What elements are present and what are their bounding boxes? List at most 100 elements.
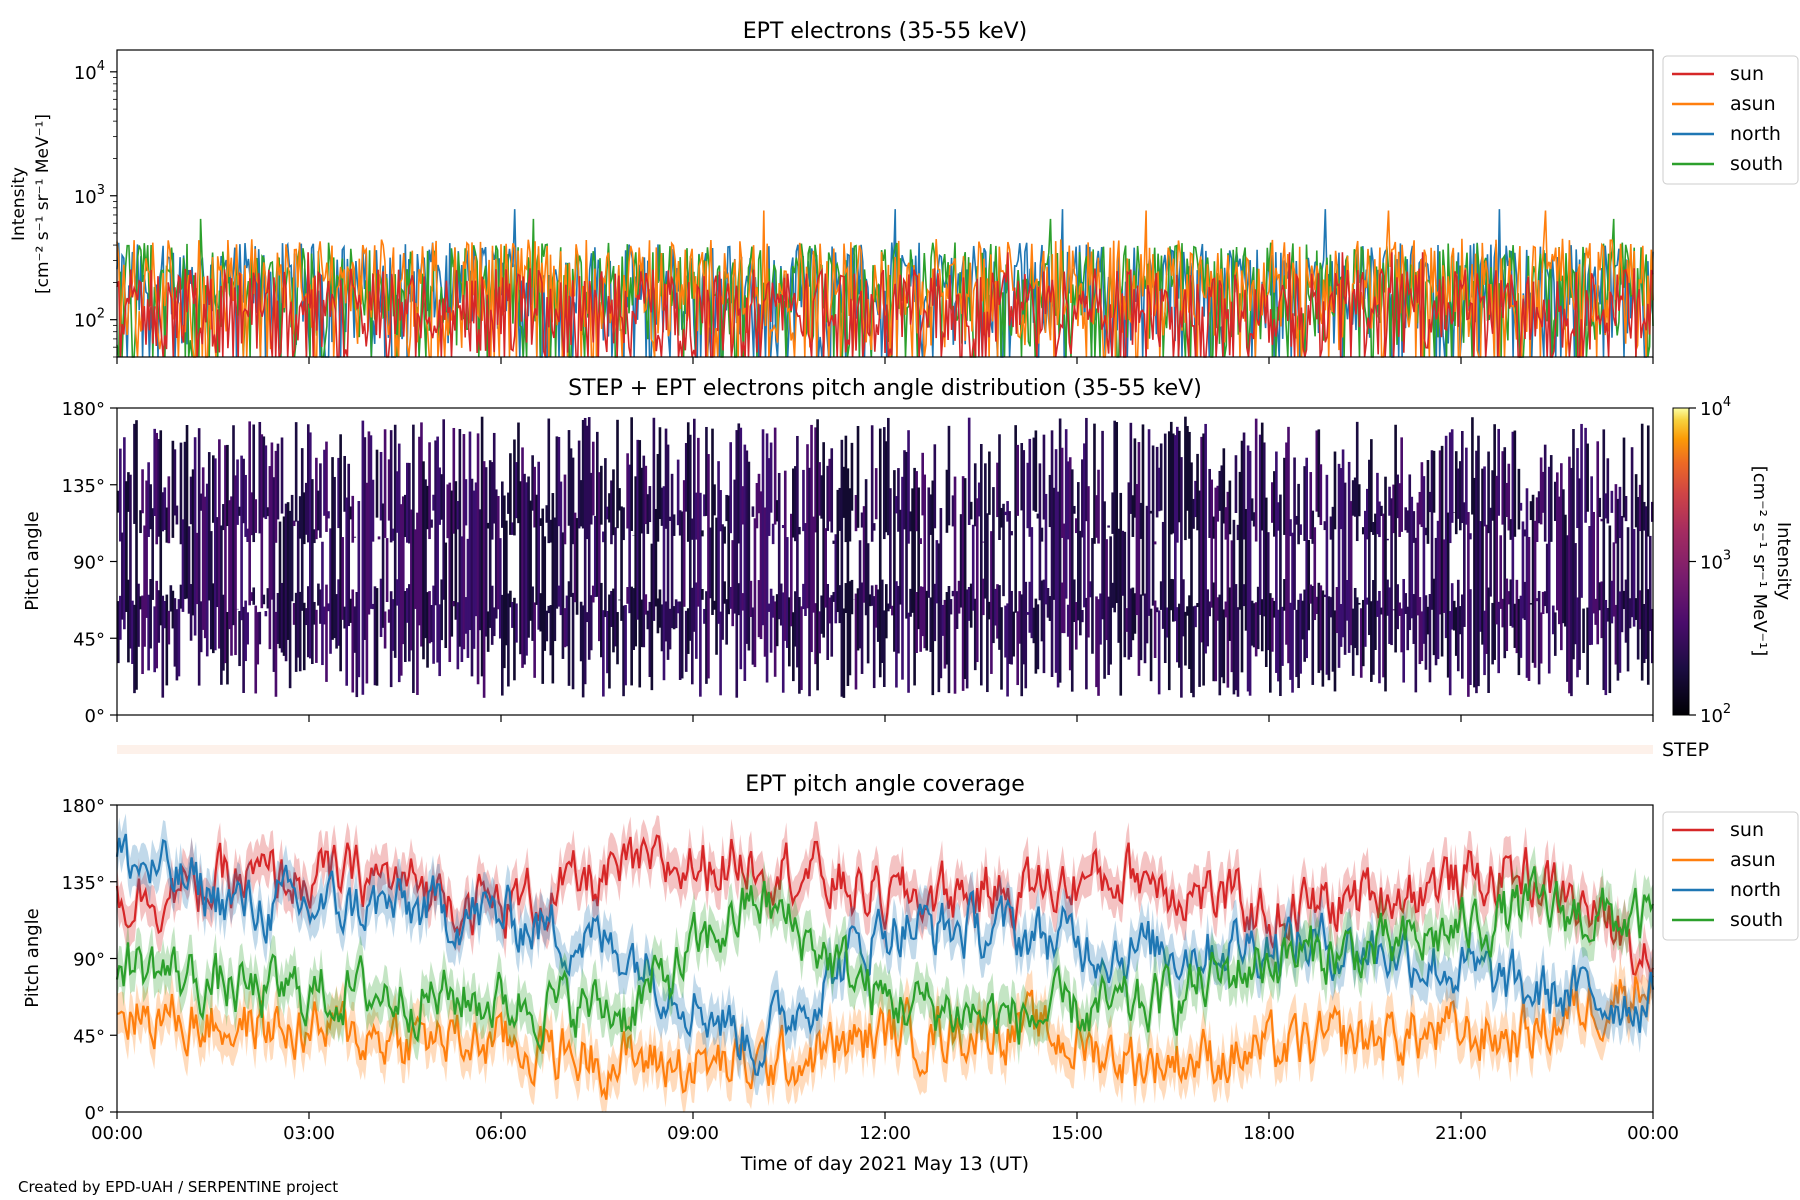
- panel1-ylabel: Intensity: [9, 167, 29, 241]
- heat-cell: [1153, 541, 1157, 545]
- heat-cell: [187, 526, 191, 614]
- panel3-legend: sun asun north south: [1662, 811, 1799, 941]
- x-tick-label: 03:00: [283, 1123, 335, 1144]
- heat-cell: [1509, 519, 1513, 540]
- heat-cell: [959, 514, 963, 608]
- heat-cell: [1315, 430, 1319, 512]
- heat-cell: [226, 444, 229, 527]
- heat-cell: [143, 525, 146, 647]
- heat-cell: [527, 476, 530, 638]
- heat-cell: [895, 581, 898, 688]
- heat-cell: [1424, 595, 1428, 670]
- heat-cell: [1238, 471, 1242, 610]
- heat-cell: [585, 612, 589, 623]
- heat-cell: [763, 507, 767, 657]
- heat-cell: [1465, 447, 1468, 525]
- heat-cell: [149, 579, 152, 649]
- heat-cell: [727, 495, 730, 615]
- heat-cell: [757, 473, 761, 514]
- heat-cell: [1386, 538, 1389, 541]
- heat-cell: [684, 610, 688, 672]
- heat-cell: [1600, 581, 1604, 639]
- heat-cell: [1081, 610, 1084, 623]
- heat-cell: [1392, 609, 1395, 611]
- heat-cell: [395, 579, 399, 606]
- heat-cell: [610, 480, 613, 545]
- heat-cell: [1303, 466, 1306, 541]
- heat-cell: [446, 484, 450, 539]
- heat-cell: [155, 432, 159, 545]
- heat-cell: [1458, 606, 1462, 635]
- heat-cell: [547, 418, 551, 544]
- heat-cell: [937, 543, 941, 693]
- heat-cell: [1564, 514, 1567, 627]
- heat-cell: [1396, 584, 1399, 630]
- heat-cell: [539, 593, 543, 632]
- heat-cell: [1192, 606, 1195, 698]
- heat-cell: [1309, 472, 1313, 540]
- heat-cell: [600, 465, 603, 525]
- heat-cell: [1511, 431, 1515, 628]
- heat-cell: [610, 590, 613, 627]
- heat-cell: [1056, 491, 1060, 688]
- heat-cell: [775, 500, 779, 522]
- heat-cell: [998, 434, 1001, 540]
- heat-cell: [274, 450, 278, 543]
- heat-cell: [751, 607, 755, 665]
- heat-cell: [719, 611, 722, 696]
- heat-cell: [794, 591, 797, 647]
- heat-cell: [1212, 516, 1216, 539]
- heat-cell: [953, 476, 957, 694]
- heat-cell: [149, 484, 152, 530]
- heat-cell: [317, 490, 320, 531]
- series-line-asun: [116, 975, 1654, 1100]
- heat-cell: [145, 480, 148, 618]
- heat-cell: [1434, 537, 1438, 666]
- legend-label-sun: sun: [1730, 819, 1764, 841]
- y-tick-label: 135°: [62, 476, 105, 497]
- heat-cell: [193, 437, 197, 636]
- heat-cell: [1501, 451, 1505, 525]
- heat-cell: [428, 442, 431, 540]
- heat-cell: [1135, 484, 1139, 616]
- heat-cell: [432, 494, 435, 511]
- heat-cell: [270, 442, 274, 600]
- heat-cell: [375, 588, 379, 686]
- heat-cell: [549, 519, 553, 543]
- heat-cell: [897, 585, 900, 654]
- heat-cell: [874, 584, 878, 628]
- heat-cell: [276, 592, 280, 644]
- heat-cell: [403, 494, 407, 538]
- heat-cell: [1487, 451, 1490, 534]
- y-tick-label: 135°: [62, 873, 105, 894]
- heat-cell: [636, 439, 640, 620]
- panel2-title: STEP + EPT electrons pitch angle distrib…: [568, 376, 1202, 401]
- heat-cell: [515, 603, 518, 643]
- heat-cell: [1077, 482, 1080, 621]
- heat-cell: [365, 482, 369, 684]
- heat-cell: [973, 598, 977, 671]
- heat-cell: [1531, 494, 1535, 663]
- heat-cell: [511, 522, 514, 535]
- heat-cell: [391, 599, 395, 651]
- heat-cell: [541, 508, 545, 684]
- heat-cell: [697, 437, 700, 607]
- heat-cell: [1400, 437, 1403, 532]
- heat-cell: [1281, 606, 1284, 666]
- heat-cell: [971, 524, 975, 611]
- heat-cell: [794, 466, 797, 542]
- heat-cell: [1167, 431, 1171, 691]
- heat-cell: [1006, 501, 1009, 522]
- heat-cell: [856, 425, 860, 528]
- heat-cell: [1450, 583, 1454, 630]
- heat-cell: [1020, 594, 1024, 697]
- colorbar-label: Intensity: [1773, 522, 1794, 601]
- heat-cell: [1515, 579, 1519, 654]
- heat-cell: [1123, 531, 1127, 658]
- heat-cell: [430, 519, 433, 528]
- heat-cell: [1058, 418, 1062, 683]
- heat-cell: [1624, 495, 1628, 522]
- heat-cell: [505, 520, 508, 646]
- heat-cell: [1349, 501, 1353, 646]
- heat-cell: [1176, 607, 1179, 663]
